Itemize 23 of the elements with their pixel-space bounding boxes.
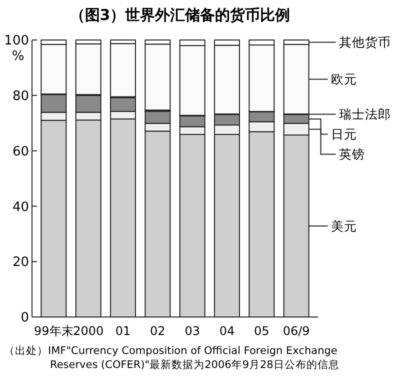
y-tick-label: 80: [12, 88, 29, 104]
chart-title: （图3）世界外汇储备的货币比例: [70, 6, 290, 24]
y-tick-label: 0: [20, 310, 29, 326]
legend-label: 其他货币: [338, 34, 391, 50]
legend-label: 日元: [330, 126, 357, 142]
y-axis-title: %: [12, 49, 24, 64]
x-tick-label: 02: [150, 324, 166, 338]
legend-label: 欧元: [330, 72, 357, 87]
x-tick-label: 99年末: [34, 324, 74, 338]
y-tick-label: 20: [12, 255, 29, 270]
y-tick-label: 100: [4, 34, 29, 49]
x-tick-label: 06/9: [282, 324, 310, 338]
x-tick-label: 05: [254, 324, 270, 338]
x-tick-label: 01: [115, 324, 131, 338]
x-tick-label: 2000: [73, 324, 104, 338]
y-tick-label: 40: [12, 200, 29, 215]
x-tick-label: 04: [219, 324, 235, 338]
legend-label: 美元: [330, 218, 357, 234]
text: 英镑: [338, 146, 365, 162]
x-tick-label: 03: [184, 324, 200, 338]
legend-label: 瑞士法郎: [338, 106, 391, 122]
y-tick-label: 60: [12, 144, 29, 160]
text: （出处）IMF"Currency Composition of Official Foreign Exchange Reserves (COFER)"最新数据为2006年9月28日公布的信息: [4, 344, 341, 371]
